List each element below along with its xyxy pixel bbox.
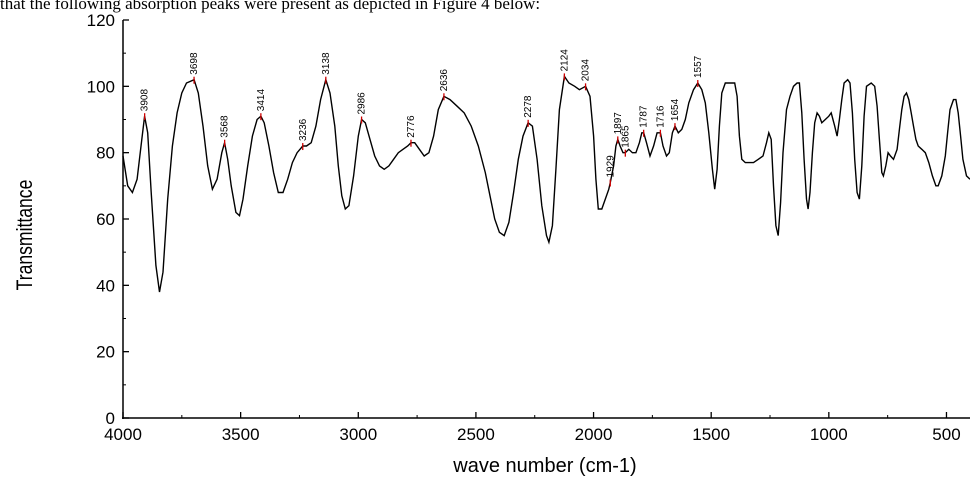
caption-text: that the following absorption peaks were…	[0, 0, 541, 13]
x-tick-label: 500	[932, 425, 960, 444]
y-tick-label: 60	[96, 210, 115, 229]
y-tick-label: 80	[96, 144, 115, 163]
peak-label: 2034	[581, 59, 592, 82]
peak-label: 3236	[298, 118, 309, 141]
x-tick-label: 1000	[810, 425, 848, 444]
peak-label: 1787	[639, 105, 650, 128]
tick-labels: 0 20 40 60 80 100 120 4000 3500 3000 2500 2000 1500 1…	[87, 11, 961, 444]
peak-label: 1865	[620, 125, 631, 148]
x-tick-label: 2000	[575, 425, 613, 444]
peak-label: 1929	[605, 155, 616, 178]
x-tick-label: 3000	[339, 425, 377, 444]
spectrum-line	[122, 74, 970, 293]
peak-label: 3908	[140, 89, 151, 112]
peak-label: 1557	[693, 55, 704, 78]
peak-label: 2636	[439, 69, 450, 92]
x-tick-label: 2500	[457, 425, 495, 444]
y-tick-label: 120	[87, 11, 115, 30]
peak-label: 1716	[655, 105, 666, 128]
peak-annotations: 3908 3698 3568 3414 3236 3138 2986 2776 2636 2278…	[140, 49, 704, 187]
y-tick-label: 20	[96, 343, 115, 362]
axes	[122, 19, 970, 419]
peak-label: 1897	[613, 112, 624, 135]
peak-label: 3414	[256, 89, 267, 112]
y-tick-label: 40	[96, 276, 115, 295]
peak-label: 1654	[670, 98, 681, 121]
peak-label: 2986	[357, 92, 368, 115]
peak-label: 3138	[321, 52, 332, 75]
x-tick-label: 1500	[692, 425, 730, 444]
y-axis-title: Transmittance	[13, 180, 37, 291]
x-axis-title: wave number (cm-1)	[452, 455, 636, 477]
x-tick-label: 4000	[104, 425, 142, 444]
y-tick-label: 0	[106, 409, 115, 428]
peak-label: 2278	[523, 95, 534, 118]
peak-label: 2124	[559, 49, 570, 72]
peak-label: 3568	[220, 115, 231, 138]
peak-label: 2776	[406, 115, 417, 138]
peak-label: 3698	[189, 52, 200, 75]
x-tick-label: 3500	[222, 425, 260, 444]
y-tick-label: 100	[87, 77, 115, 96]
